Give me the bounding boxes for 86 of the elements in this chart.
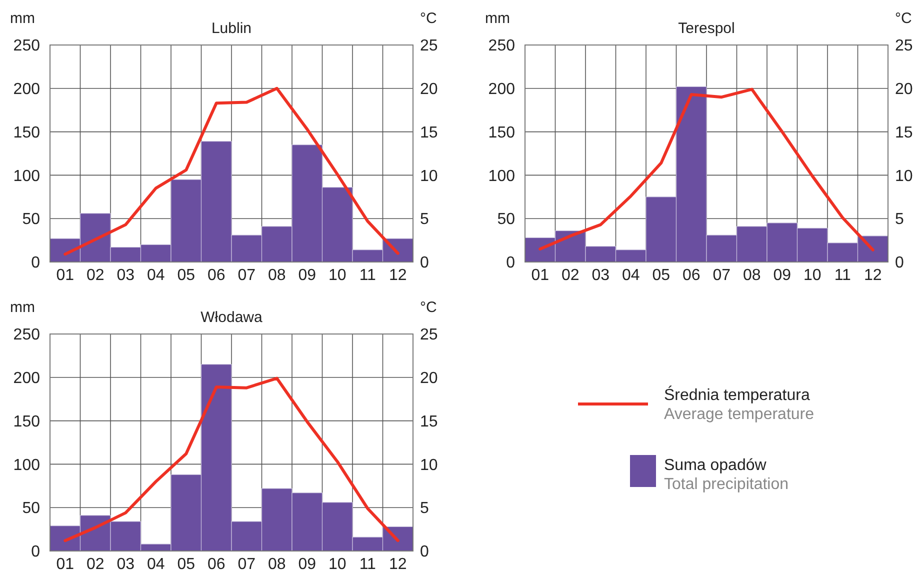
x-tick-label: 03 <box>592 267 610 284</box>
y-tick-label: 50 <box>22 500 40 518</box>
y-tick-label: 0 <box>506 254 516 272</box>
y-tick-label: 200 <box>13 370 40 387</box>
legend-label: Suma opadów Total precipitation <box>664 457 789 493</box>
x-tick-label: 12 <box>864 267 882 284</box>
y2-tick-label: 20 <box>895 81 913 98</box>
x-tick-label: 03 <box>116 267 135 284</box>
line-series <box>538 88 874 252</box>
y2-tick-label: 0 <box>420 544 429 561</box>
x-tick-label: 10 <box>328 267 346 284</box>
x-tick-label: 08 <box>742 267 761 284</box>
x-tick-label: 06 <box>207 556 226 573</box>
y2-tick-label: 0 <box>895 254 904 272</box>
y-tick-label: 150 <box>13 413 40 430</box>
x-tick-label: 06 <box>207 267 226 284</box>
y2-tick-label: 10 <box>895 168 913 185</box>
y2-tick-label: 5 <box>895 211 904 228</box>
y-tick-label: 50 <box>22 211 40 228</box>
x-tick-label: 02 <box>561 267 580 284</box>
line-series <box>64 86 400 256</box>
y-tick-label: 250 <box>13 326 40 344</box>
y2-tick-label: 25 <box>420 326 438 344</box>
x-tick-label: 02 <box>86 267 104 284</box>
y-tick-label: 150 <box>488 124 516 142</box>
y-tick-label: 100 <box>13 456 40 474</box>
y2-axis-title: °C <box>895 10 912 27</box>
y-tick-label: 50 <box>497 211 516 228</box>
x-tick-label: 06 <box>682 267 700 284</box>
x-tick-label: 01 <box>56 556 74 573</box>
y-tick-label: 250 <box>13 38 40 55</box>
x-tick-label: 02 <box>86 556 104 573</box>
line-series <box>64 376 400 542</box>
y2-tick-label: 5 <box>420 500 429 518</box>
chart-title: Włodawa <box>200 309 263 326</box>
y2-tick-label: 25 <box>895 38 913 55</box>
y2-tick-label: 0 <box>420 254 429 272</box>
y-tick-label: 200 <box>488 81 516 98</box>
y-tick-label: 200 <box>13 81 40 98</box>
y2-tick-label: 10 <box>420 168 438 185</box>
x-tick-label: 04 <box>146 267 165 284</box>
x-tick-label: 11 <box>359 556 376 573</box>
x-tick-label: 09 <box>298 267 316 284</box>
x-tick-label: 07 <box>238 267 256 284</box>
x-tick-label: 04 <box>146 556 165 573</box>
y-axis-title: mm <box>10 10 35 27</box>
x-tick-label: 05 <box>177 556 196 573</box>
x-tick-label: 12 <box>388 556 407 573</box>
x-tick-label: 03 <box>116 556 135 573</box>
y2-axis-title: °C <box>420 10 437 27</box>
x-tick-label: 11 <box>359 267 376 284</box>
y-axis-title: mm <box>485 10 510 27</box>
x-tick-label: 04 <box>622 267 640 284</box>
x-tick-label: 10 <box>328 556 346 573</box>
x-tick-label: 09 <box>773 267 792 284</box>
chart-title: Lublin <box>211 20 252 37</box>
y2-tick-label: 25 <box>420 38 438 55</box>
y2-tick-label: 20 <box>420 370 438 387</box>
x-tick-label: 08 <box>268 556 286 573</box>
y-tick-label: 250 <box>488 38 516 55</box>
y2-tick-label: 15 <box>895 124 913 142</box>
y2-axis-title: °C <box>420 299 437 316</box>
x-tick-label: 12 <box>388 267 407 284</box>
y-tick-label: 100 <box>13 168 40 185</box>
y-tick-label: 0 <box>31 254 40 272</box>
y2-tick-label: 5 <box>420 211 429 228</box>
chart-title: Terespol <box>678 20 735 37</box>
x-tick-label: 09 <box>298 556 316 573</box>
y-tick-label: 0 <box>31 544 40 561</box>
y2-tick-label: 15 <box>420 124 438 142</box>
x-tick-label: 07 <box>238 556 256 573</box>
x-tick-label: 01 <box>531 267 550 284</box>
y2-tick-label: 10 <box>420 456 438 474</box>
x-tick-label: 05 <box>652 267 670 284</box>
x-tick-label: 10 <box>803 267 822 284</box>
y2-tick-label: 15 <box>420 413 438 430</box>
y-tick-label: 150 <box>13 124 40 142</box>
legend-label: Średnia temperatura Average temperature <box>664 385 814 423</box>
x-tick-label: 05 <box>177 267 196 284</box>
y-axis-title: mm <box>10 299 35 316</box>
x-tick-label: 11 <box>834 267 852 284</box>
x-tick-label: 01 <box>56 267 74 284</box>
y-tick-label: 100 <box>488 168 516 185</box>
x-tick-label: 08 <box>268 267 286 284</box>
y2-tick-label: 20 <box>420 81 438 98</box>
x-tick-label: 07 <box>712 267 731 284</box>
